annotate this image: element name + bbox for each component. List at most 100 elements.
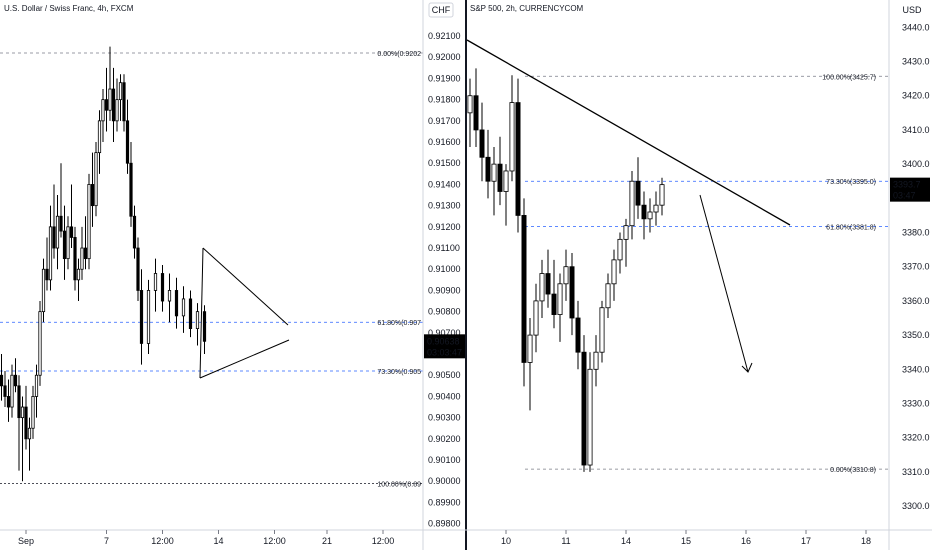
x-tick-label: 12:00: [151, 536, 174, 546]
candle-body: [10, 374, 14, 408]
candle-body: [62, 230, 67, 260]
y-tick-label: 0.90300: [428, 413, 461, 423]
y-tick-label: 3340.0: [902, 364, 930, 374]
candle-body: [467, 95, 473, 114]
candle-body: [55, 215, 60, 249]
y-tick-label: 0.90100: [428, 455, 461, 465]
left-currency-badge-box[interactable]: [428, 2, 454, 18]
left-triangle-lower-line: [199, 339, 290, 379]
price-tag-countdown: 03:47: [893, 191, 916, 201]
candle-body: [503, 170, 509, 192]
x-tick-label: 12:00: [372, 536, 395, 546]
candle-body: [132, 215, 137, 249]
x-tick-label: 11: [561, 536, 570, 546]
y-tick-label: 0.91800: [428, 95, 461, 105]
price-tag-box: [890, 177, 930, 202]
candle-body: [136, 247, 140, 291]
right-y-ticks: 3440.03430.03420.03410.03400.03390.03380…: [902, 22, 930, 511]
candle-body: [509, 102, 515, 172]
candle-body: [108, 88, 112, 111]
y-tick-label: 0.90700: [428, 328, 461, 338]
right-trend-drawing: [466, 39, 791, 373]
candle-body: [94, 152, 98, 207]
spx-chart-pane[interactable]: 100.00%(3425.7) 73.30%(3395.0) 61.80%(3381…: [466, 4, 889, 474]
candle-body: [101, 99, 105, 122]
left-price-axis[interactable]: 0.92100 0.92000 0.91900 0.91800 0.91700 0.916…: [422, 0, 466, 550]
candle-body: [52, 226, 56, 249]
y-tick-label: 3440.0: [902, 22, 930, 32]
candle-body: [539, 273, 545, 302]
fib-level-label: 100.00%(3425.7): [822, 74, 876, 81]
candle-body: [17, 385, 21, 419]
left-triangle-left-edge: [199, 247, 204, 379]
candle-body: [13, 374, 18, 387]
candle-body: [593, 351, 599, 370]
candle-body: [48, 226, 53, 281]
candle-body: [111, 88, 116, 122]
x-tick-label: 17: [801, 536, 811, 546]
candle-body: [581, 351, 587, 466]
right-arrow-head: [741, 362, 753, 373]
candle-body: [24, 406, 28, 440]
candle-body: [611, 259, 617, 285]
candle-body: [479, 129, 485, 158]
candle-body: [80, 247, 84, 270]
right-arrow-shaft: [699, 194, 749, 373]
y-tick-label: 3400.0: [902, 159, 930, 169]
x-tick-label: 14: [213, 536, 223, 546]
candle-body: [181, 298, 186, 317]
y-tick-label: 3320.0: [902, 433, 930, 443]
y-tick-label: 0.91000: [428, 264, 461, 274]
y-tick-label: 0.90000: [428, 476, 461, 486]
candle-body: [104, 99, 109, 111]
right-trendline: [466, 39, 791, 226]
candle-body: [545, 273, 551, 295]
right-price-axis[interactable]: 3440.03430.03420.03410.03400.03390.03380…: [888, 0, 930, 550]
y-tick-label: 0.91900: [428, 73, 461, 83]
x-tick-label: Sep: [18, 536, 34, 546]
y-tick-label: 0.91700: [428, 116, 461, 126]
candle-body: [569, 266, 575, 319]
candle-body: [557, 283, 563, 315]
x-tick-label: 14: [621, 536, 631, 546]
y-tick-label: 0.89900: [428, 497, 461, 507]
x-tick-label: 15: [681, 536, 691, 546]
candle-body: [122, 82, 126, 122]
candle-body: [90, 184, 95, 207]
candle-body: [83, 247, 88, 260]
y-tick-label: 0.91600: [428, 137, 461, 147]
time-axis[interactable]: Sep 7 12:00 14 12:00 21 12:00 10 11 14 15 16 17 18: [0, 529, 932, 546]
price-tag-countdown: 03:03:47: [427, 347, 462, 357]
candle-body: [118, 82, 123, 101]
candle-body: [195, 311, 200, 330]
candle-body: [6, 396, 11, 408]
candle-body: [129, 162, 133, 217]
x-tick-label: 18: [861, 536, 871, 546]
fib-level-label: 100.00%(0.89: [377, 481, 421, 488]
y-tick-label: 3380.0: [902, 228, 930, 238]
x-tick-label: 12:00: [263, 536, 286, 546]
candle-body: [139, 290, 144, 344]
candle-body: [76, 268, 81, 281]
right-price-tag: 3393.703:47: [890, 177, 930, 202]
candle-body: [34, 374, 39, 397]
x-tick-label: 7: [104, 536, 109, 546]
fib-level-label: 61.80%(0.907: [377, 320, 421, 327]
candle-body: [515, 102, 521, 216]
candle-body: [617, 238, 623, 261]
candle-body: [174, 290, 179, 317]
price-tag-value: 3393.7: [893, 180, 921, 190]
y-tick-label: 0.91200: [428, 222, 461, 232]
x-tick-label: 16: [741, 536, 751, 546]
right-currency-badge: USD: [902, 5, 922, 15]
candle-body: [97, 120, 102, 154]
right-candles: [467, 68, 665, 472]
y-tick-label: 3310.0: [902, 467, 930, 477]
candle-body: [146, 290, 151, 344]
left-plot-background: [0, 0, 423, 530]
y-tick-label: 0.91400: [428, 179, 461, 189]
usdchf-chart-pane[interactable]: 0.00%(0.9202 61.80%(0.907 73.30%(0.905 100.…: [0, 0, 423, 530]
y-tick-label: 0.91300: [428, 201, 461, 211]
y-tick-label: 3420.0: [902, 91, 930, 101]
